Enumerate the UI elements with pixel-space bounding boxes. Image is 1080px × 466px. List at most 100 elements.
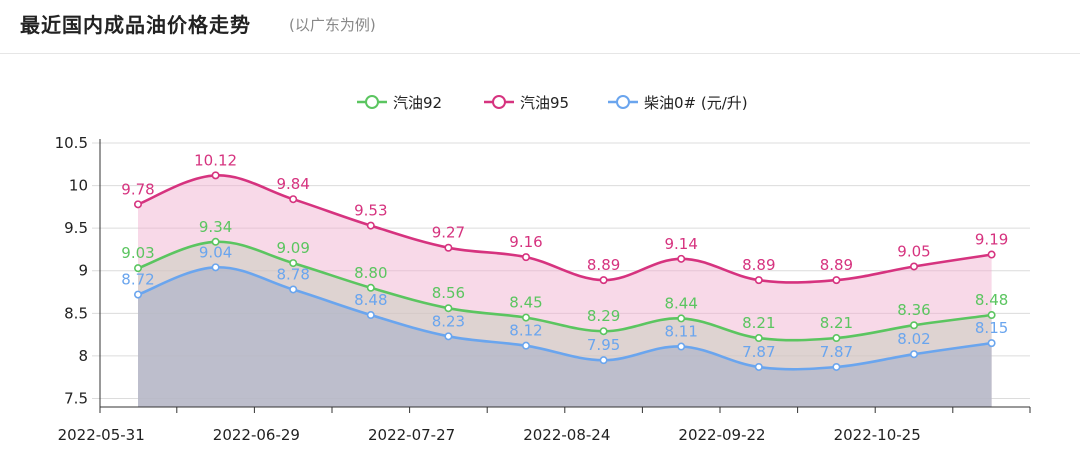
data-point — [909, 350, 918, 359]
data-point — [366, 311, 375, 320]
data-point — [366, 221, 375, 230]
x-tick-label: 2022-10-25 — [834, 426, 921, 444]
data-label: 9.03 — [121, 244, 154, 262]
data-point — [832, 334, 841, 343]
data-label: 7.87 — [742, 343, 775, 361]
legend-swatch-marker — [365, 95, 379, 109]
data-label: 8.56 — [432, 284, 465, 302]
y-tick-label: 7.5 — [64, 389, 88, 407]
data-point — [521, 313, 530, 322]
data-label: 9.04 — [199, 243, 232, 261]
axis-layer: 7.5 8 8.5 9 9.5 10 10.5 2022-05-31 2022-06-29 202… — [55, 134, 1031, 444]
data-point — [444, 304, 453, 313]
y-tick-label: 9.5 — [64, 219, 88, 237]
data-point — [211, 171, 220, 180]
data-label: 8.45 — [509, 294, 542, 312]
data-label: 9.53 — [354, 202, 387, 220]
data-label: 8.29 — [587, 307, 620, 325]
data-point — [289, 285, 298, 294]
data-point — [754, 362, 763, 371]
data-point — [677, 314, 686, 323]
series-area-2 — [138, 267, 992, 407]
point-layer — [134, 171, 996, 371]
data-point — [521, 341, 530, 350]
data-label: 8.44 — [664, 294, 697, 312]
data-label: 9.09 — [276, 239, 309, 257]
data-point — [677, 342, 686, 351]
data-label: 9.19 — [975, 231, 1008, 249]
data-point — [444, 243, 453, 252]
data-label: 8.78 — [276, 265, 309, 283]
page-title: 最近国内成品油价格走势 — [20, 13, 251, 37]
data-point — [599, 356, 608, 365]
y-tick-label: 10 — [69, 177, 88, 195]
data-label: 8.89 — [742, 256, 775, 274]
x-tick-label: 2022-05-31 — [58, 426, 145, 444]
data-label: 10.12 — [194, 151, 237, 169]
data-point — [521, 253, 530, 262]
legend-item: 汽油95 — [484, 94, 569, 112]
data-point — [832, 276, 841, 285]
legend-label: 柴油0# (元/升) — [644, 94, 748, 112]
legend-label: 汽油95 — [520, 94, 569, 112]
data-label: 8.11 — [664, 323, 697, 341]
y-tick-label: 8.5 — [64, 304, 88, 322]
data-point — [134, 200, 143, 209]
data-label: 8.21 — [742, 314, 775, 332]
data-label: 9.34 — [199, 218, 232, 236]
data-label: 8.23 — [432, 312, 465, 330]
data-label: 8.48 — [975, 291, 1008, 309]
data-point — [987, 311, 996, 320]
data-point — [987, 250, 996, 259]
data-point — [909, 321, 918, 330]
data-point — [987, 339, 996, 348]
page-subtitle: (以广东为例) — [289, 16, 376, 34]
data-point — [754, 276, 763, 285]
y-tick-label: 10.5 — [55, 134, 88, 152]
x-tick-label: 2022-08-24 — [523, 426, 610, 444]
data-label: 8.21 — [820, 314, 853, 332]
data-point — [444, 332, 453, 341]
data-label: 8.80 — [354, 264, 387, 282]
data-label: 9.78 — [121, 180, 154, 198]
legend-swatch-marker — [492, 95, 506, 109]
data-point — [677, 254, 686, 263]
data-label: 9.84 — [276, 175, 309, 193]
legend-label: 汽油92 — [393, 94, 442, 112]
data-label: 8.12 — [509, 322, 542, 340]
y-tick-label: 8 — [78, 347, 88, 365]
data-point — [599, 327, 608, 336]
data-label: 8.02 — [897, 330, 930, 348]
data-label: 8.89 — [820, 256, 853, 274]
data-point — [754, 334, 763, 343]
data-point — [366, 283, 375, 292]
x-tick-label: 2022-07-27 — [368, 426, 455, 444]
data-point — [289, 259, 298, 268]
data-point — [289, 195, 298, 204]
data-label: 9.05 — [897, 242, 930, 260]
legend-item: 柴油0# (元/升) — [608, 94, 748, 112]
x-tick-label: 2022-09-22 — [678, 426, 765, 444]
legend-swatch-marker — [616, 95, 630, 109]
data-label: 8.15 — [975, 319, 1008, 337]
data-point — [599, 276, 608, 285]
data-label: 8.72 — [121, 271, 154, 289]
data-point — [211, 237, 220, 246]
data-label: 8.48 — [354, 291, 387, 309]
data-point — [211, 263, 220, 272]
data-point — [832, 362, 841, 371]
y-tick-label: 9 — [78, 262, 88, 280]
data-label: 9.16 — [509, 233, 542, 251]
label-layer: 9.78 10.12 9.84 9.53 9.27 9.16 8.89 9.14 8.89 8.8… — [121, 151, 1008, 361]
legend-layer: 汽油92 汽油95 柴油0# (元/升) — [357, 94, 748, 112]
data-label: 9.27 — [432, 224, 465, 242]
legend-item: 汽油92 — [357, 94, 442, 112]
data-point — [134, 290, 143, 299]
page-header: 最近国内成品油价格走势 (以广东为例) — [0, 0, 1080, 54]
data-label: 9.14 — [664, 235, 697, 253]
area-layer — [138, 175, 992, 407]
x-tick-label: 2022-06-29 — [213, 426, 300, 444]
data-point — [134, 264, 143, 273]
data-label: 7.87 — [820, 343, 853, 361]
